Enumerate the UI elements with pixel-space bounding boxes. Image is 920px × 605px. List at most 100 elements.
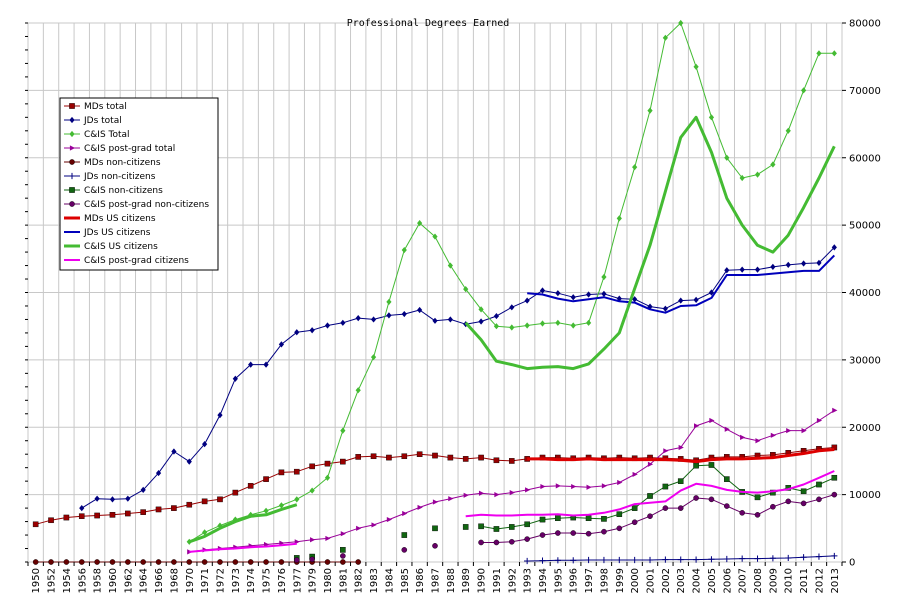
- data-point: [493, 457, 500, 464]
- data-point: [662, 34, 668, 41]
- data-point: [770, 263, 776, 270]
- x-tick-label: 2013: [830, 568, 841, 593]
- data-point: [355, 559, 362, 565]
- x-tick-label: 1977: [292, 568, 303, 593]
- x-tick-label: 1992: [507, 568, 518, 593]
- data-point: [816, 417, 823, 424]
- data-point: [539, 516, 546, 523]
- data-point: [770, 489, 776, 496]
- x-tick-label: 1973: [231, 568, 242, 593]
- data-point: [140, 559, 146, 565]
- x-tick-label: 1985: [400, 568, 411, 593]
- data-point: [232, 489, 239, 496]
- x-tick-label: 1964: [139, 568, 150, 593]
- series-jds-total: [79, 244, 837, 512]
- data-point: [601, 483, 608, 489]
- x-tick-label: 2004: [692, 568, 703, 593]
- data-point: [631, 519, 638, 526]
- y-tick-label: 30000: [849, 355, 881, 366]
- x-tick-label: 2002: [661, 568, 672, 593]
- data-point: [785, 127, 791, 134]
- x-tick-label: 1986: [415, 568, 426, 593]
- x-tick-label: 2008: [753, 568, 764, 593]
- data-point: [693, 63, 699, 70]
- data-point: [616, 295, 622, 302]
- data-point: [248, 361, 254, 368]
- data-point: [432, 525, 438, 532]
- data-point: [724, 267, 730, 274]
- legend-item: C&IS post-grad total: [64, 144, 175, 154]
- data-point: [478, 454, 484, 461]
- legend-label: C&IS non-citizens: [84, 186, 163, 196]
- data-point: [140, 509, 146, 515]
- data-point: [740, 434, 746, 440]
- data-point: [278, 341, 285, 348]
- data-point: [816, 496, 822, 503]
- data-point: [540, 483, 546, 490]
- x-tick-label: 1989: [461, 568, 472, 593]
- data-point: [678, 444, 684, 451]
- x-tick-label: 2010: [784, 568, 795, 593]
- series-line: [527, 254, 836, 314]
- data-point: [570, 322, 576, 329]
- legend-label: JDs non-citizens: [83, 172, 156, 182]
- data-point: [370, 354, 377, 361]
- data-point: [632, 471, 638, 478]
- data-point: [524, 557, 531, 565]
- legend: MDs total JDs total C&IS Total C&IS post-gr…: [59, 97, 219, 271]
- data-point: [677, 478, 684, 484]
- legend-item: C&IS post-grad citizens: [64, 256, 189, 266]
- data-point: [601, 273, 607, 281]
- series-jds-non-citizens: [524, 552, 838, 565]
- data-point: [217, 412, 223, 419]
- x-tick-label: 1971: [200, 568, 211, 593]
- data-point: [340, 319, 346, 326]
- x-tick-label: 1984: [384, 568, 395, 593]
- legend-item: MDs non-citizens: [64, 158, 161, 168]
- data-point: [478, 539, 484, 546]
- data-point: [693, 495, 699, 501]
- data-point: [462, 524, 469, 530]
- data-point: [340, 531, 346, 537]
- x-tick-label: 1962: [123, 568, 134, 593]
- data-point: [94, 495, 100, 502]
- x-tick-label: 2003: [676, 568, 687, 593]
- data-point: [309, 487, 315, 494]
- x-tick-label: 1988: [446, 568, 457, 593]
- data-point: [708, 556, 715, 563]
- data-point: [263, 507, 269, 514]
- x-tick-label: 1994: [538, 568, 549, 593]
- series-line: [527, 448, 835, 464]
- data-point: [171, 505, 177, 511]
- series-c-is-post-grad-non-citizens: [478, 491, 838, 546]
- legend-label: C&IS Total: [84, 130, 130, 140]
- data-point: [447, 316, 453, 323]
- x-tick-label: 2012: [814, 568, 825, 593]
- data-point: [386, 298, 392, 306]
- legend-label: C&IS US citizens: [84, 242, 158, 252]
- data-point: [432, 499, 439, 505]
- data-point: [401, 453, 408, 460]
- x-tick-label: 2007: [738, 568, 749, 593]
- data-point: [708, 496, 715, 503]
- data-point: [554, 557, 561, 564]
- data-point: [662, 483, 669, 490]
- data-point: [69, 103, 75, 109]
- data-point: [524, 297, 530, 304]
- data-point: [647, 513, 653, 519]
- data-point: [186, 501, 193, 508]
- data-point: [325, 535, 331, 542]
- x-tick-label: 1980: [323, 568, 334, 593]
- data-point: [278, 469, 285, 476]
- series-mds-us-citizens: [527, 448, 835, 464]
- data-point: [232, 559, 239, 565]
- data-point: [247, 559, 254, 565]
- x-tick-label: 1950: [31, 568, 42, 593]
- legend-item: C&IS US citizens: [64, 242, 158, 252]
- data-point: [32, 559, 39, 565]
- legend-label: C&IS post-grad citizens: [84, 256, 189, 266]
- data-point: [678, 297, 684, 304]
- data-point: [432, 452, 438, 459]
- data-point: [94, 559, 100, 565]
- data-point: [69, 130, 75, 138]
